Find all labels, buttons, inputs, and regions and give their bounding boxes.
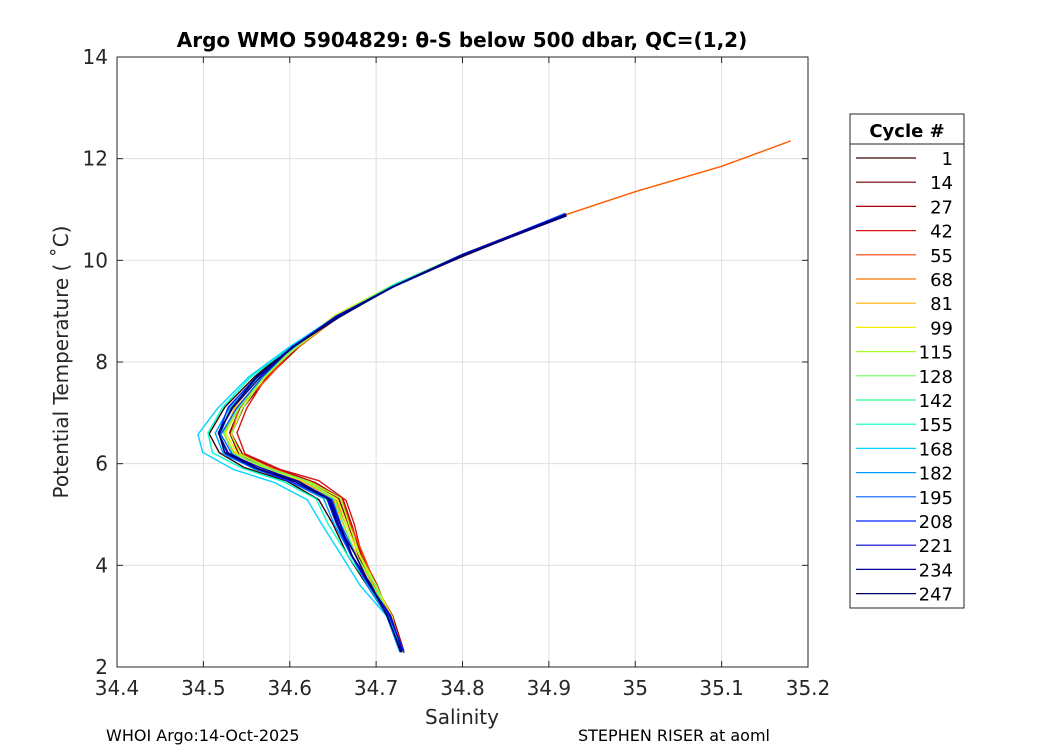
y-tick-label: 4 [95,553,108,577]
x-tick-label: 34.4 [95,676,140,700]
footer-credit-left: WHOI Argo:14-Oct-2025 [106,726,300,745]
legend-label: 27 [930,197,953,218]
legend-label: 208 [919,512,953,533]
legend-label: 234 [919,560,953,581]
x-tick-label: 34.6 [267,676,312,700]
legend-label: 68 [930,270,953,291]
chart-title: Argo WMO 5904829: θ-S below 500 dbar, QC… [177,28,747,52]
series-line-cycle-247 [217,214,567,653]
legend-label: 81 [930,294,953,315]
legend-label: 195 [919,488,953,509]
x-tick-label: 35.1 [699,676,744,700]
y-tick-label: 12 [83,147,108,171]
x-axis-label: Salinity [425,705,499,729]
legend-label: 55 [930,246,953,267]
legend: Cycle # 1 14 27 42 55 68 81 99 115 128 142 155 168 18… [849,113,965,609]
legend-label: 221 [919,536,953,557]
x-tick-label: 34.7 [354,676,399,700]
legend-entries: 1 14 27 42 55 68 81 99 115 128 142 155 168 182 195 208 2… [856,149,953,606]
legend-label: 168 [919,439,953,460]
legend-label: 115 [919,343,953,364]
legend-title: Cycle # [869,121,944,142]
series-line-cycle-234 [217,215,567,653]
footer-credit-right: STEPHEN RISER at aoml [578,726,770,745]
plot-frame [116,56,809,668]
legend-label: 1 [942,149,953,170]
series-line-warm-tail [565,140,791,216]
y-tick-label: 2 [95,655,108,679]
legend-label: 14 [930,173,953,194]
legend-label: 128 [919,367,953,388]
legend-label: 142 [919,391,953,412]
x-tick-labels: 34.4 34.5 34.6 34.7 34.8 34.9 35 35.1 35.2 [95,676,831,700]
legend-label: 247 [919,585,953,606]
x-tick-label: 35.2 [786,676,831,700]
x-tick-label: 35 [623,676,648,700]
x-tick-label: 34.9 [527,676,572,700]
x-tick-label: 34.8 [440,676,485,700]
y-tick-label: 8 [95,350,108,374]
legend-label: 99 [930,318,953,339]
y-tick-labels: 2 4 6 8 10 12 14 [83,45,108,679]
legend-label: 42 [930,222,953,243]
data-series [197,140,791,654]
legend-label: 182 [919,464,953,485]
x-tick-label: 34.5 [181,676,226,700]
y-tick-label: 10 [83,248,108,272]
y-axis-label: Potential Temperature ( ˚C) [49,226,73,499]
y-tick-label: 14 [83,45,108,69]
legend-box [849,113,965,609]
legend-label: 155 [919,415,953,436]
y-tick-label: 6 [95,452,108,476]
